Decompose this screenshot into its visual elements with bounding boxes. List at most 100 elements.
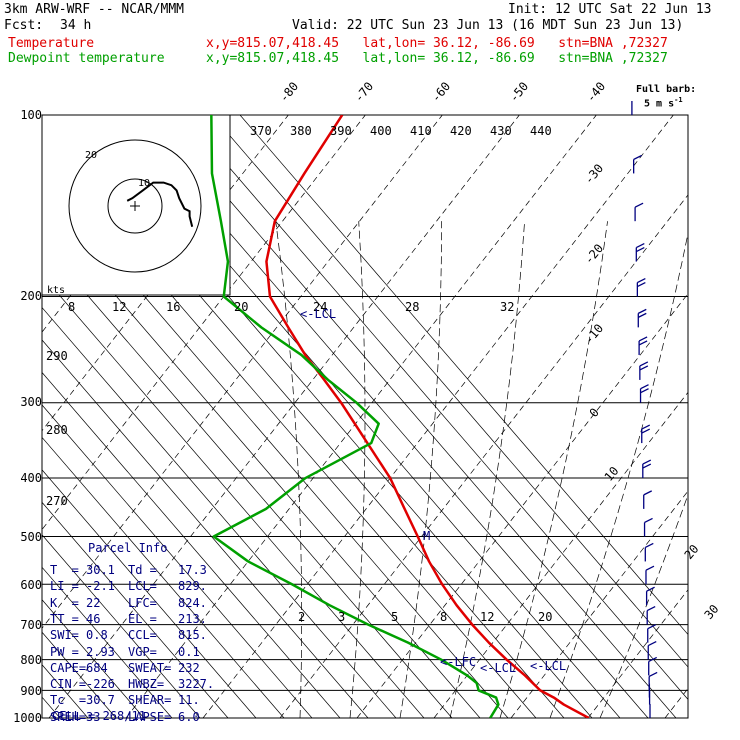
wind-barb-flag: [640, 388, 649, 394]
parcel-info-value: LCL=: [128, 579, 157, 594]
parcel-info-value: -226: [86, 677, 115, 692]
temperature-trace: [265, 115, 590, 718]
parcel-info-value: 46: [86, 611, 101, 626]
speed-label: 16: [166, 300, 180, 314]
wind-barb-flag: [642, 463, 652, 469]
pressure-label-400: 400: [20, 471, 42, 485]
parcel-info-value: 0.1: [178, 644, 200, 659]
isotherm: [202, 115, 674, 718]
moist-adiabat: [599, 493, 688, 718]
wind-barb-flag: [641, 428, 651, 434]
parcel-info-value: LAPSE=: [128, 709, 172, 724]
pressure-label-100: 100: [20, 108, 42, 122]
dry-adiabat: [42, 404, 313, 718]
dry-adiabat-label: 290: [46, 349, 68, 363]
hodograph-frame: [41, 114, 231, 296]
pressure-label-1000: 1000: [13, 711, 42, 725]
pressure-label-300: 300: [20, 395, 42, 409]
pressure-label-900: 900: [20, 684, 42, 698]
parcel-info-value: CAPE=: [50, 660, 87, 675]
isotherm: [433, 391, 688, 718]
isotherm: [664, 687, 688, 718]
mixing-ratio-label: 8: [440, 610, 447, 624]
parcel-info-value: 33: [86, 709, 101, 724]
wind-barb-flag: [640, 384, 649, 390]
parcel-info-value: 22: [86, 595, 101, 610]
dry-adiabat: [0, 115, 32, 718]
hodograph-units: kts: [47, 285, 65, 296]
dry-adiabat: [0, 115, 4, 718]
wind-barb-flag: [633, 154, 642, 161]
dry-adiabat: [42, 469, 257, 718]
parcel-info-value: HWBZ=: [128, 677, 165, 692]
wind-barb-flag: [648, 671, 658, 677]
parcel-info-value: 30.7: [86, 693, 115, 708]
dry-adiabat: [42, 274, 425, 718]
dry-adiabat: [42, 566, 173, 718]
mixing-ratio-label: 2: [298, 610, 305, 624]
isotherm: [42, 115, 366, 531]
wind-barb-flag: [646, 586, 655, 592]
wind-barb-flag: [637, 308, 647, 314]
parcel-info-value: -2.1: [86, 579, 115, 594]
dry-adiabat: [42, 599, 145, 718]
theta-label: 420: [450, 124, 472, 138]
isotherm-label: -10: [582, 321, 607, 347]
speed-label: 12: [112, 300, 126, 314]
isotherm-label: 20: [682, 542, 702, 562]
parcel-info-value: 232: [178, 660, 200, 675]
parcel-info-value: CCL=: [128, 628, 157, 643]
parcel-info-value: 6.0: [178, 709, 200, 724]
parcel-info-title: Parcel Info: [88, 541, 168, 555]
isotherm: [42, 115, 443, 629]
parcel-info-value: Td =: [128, 563, 157, 577]
isotherm: [356, 293, 688, 718]
parcel-info-value: 829.: [178, 579, 207, 594]
dry-adiabat: [239, 115, 688, 636]
wind-barb-flag: [639, 365, 649, 371]
theta-label: 410: [410, 124, 432, 138]
parcel-info-cell: CELL = 268/11: [52, 709, 146, 723]
dry-adiabat: [42, 534, 201, 718]
speed-label: 20: [234, 300, 248, 314]
moist-adiabat: [399, 221, 443, 718]
parcel-info-value: 815.: [178, 628, 207, 643]
moist-adiabat: [499, 221, 608, 718]
forecast-label: Fcst:: [4, 18, 44, 33]
hodograph-ring-20: [68, 139, 202, 273]
moist-adiabat: [349, 221, 366, 718]
isotherm: [279, 194, 688, 718]
hodograph-ring-label-10: 10: [138, 178, 150, 189]
isotherm-label: -80: [277, 79, 302, 105]
level-marker: M: [423, 529, 430, 543]
wind-barb-flag: [637, 281, 646, 288]
wind-barb-flag: [646, 606, 656, 612]
hodograph-ring-label-20: 20: [85, 150, 97, 161]
speed-label: 32: [500, 300, 514, 314]
isotherm: [125, 115, 597, 718]
dry-adiabat-label: 270: [46, 494, 68, 508]
wind-barb-flag: [643, 490, 653, 496]
speed-label: 8: [68, 300, 75, 314]
isotherm: [510, 490, 688, 718]
pressure-label-800: 800: [20, 653, 42, 667]
parcel-info-value: K =: [50, 595, 79, 610]
moist-adiabat: [275, 221, 303, 718]
mixing-ratio-label: 12: [480, 610, 494, 624]
forecast-hours: 34 h: [60, 18, 92, 33]
parcel-info-value: VGP=: [128, 644, 157, 659]
legend-dewpoint-name: Dewpoint temperature: [8, 51, 165, 66]
legend-temperature-name: Temperature: [8, 36, 95, 51]
parcel-info-value: LFC=: [128, 595, 157, 610]
parcel-info-value: 2.93: [86, 644, 115, 659]
moist-adiabat: [449, 221, 525, 718]
wind-barb-flag: [638, 340, 648, 346]
level-marker: <-LCL: [300, 307, 336, 321]
model-title: 3km ARW-WRF -- NCAR/MMM: [4, 2, 185, 17]
level-marker: <-LCL: [530, 659, 566, 673]
theta-label: 430: [490, 124, 512, 138]
wind-barb-flag: [638, 336, 648, 342]
full-barb-label: Full barb:: [636, 84, 697, 95]
isotherm-label: -70: [352, 79, 377, 105]
moist-adiabat: [549, 231, 688, 718]
